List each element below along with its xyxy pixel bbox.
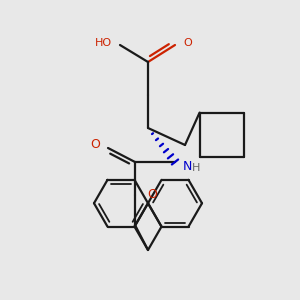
Text: HO: HO	[95, 38, 112, 48]
Text: O: O	[147, 188, 157, 202]
Text: O: O	[90, 137, 100, 151]
Text: N: N	[183, 160, 192, 172]
Text: O: O	[183, 38, 192, 48]
Text: H: H	[192, 163, 200, 173]
